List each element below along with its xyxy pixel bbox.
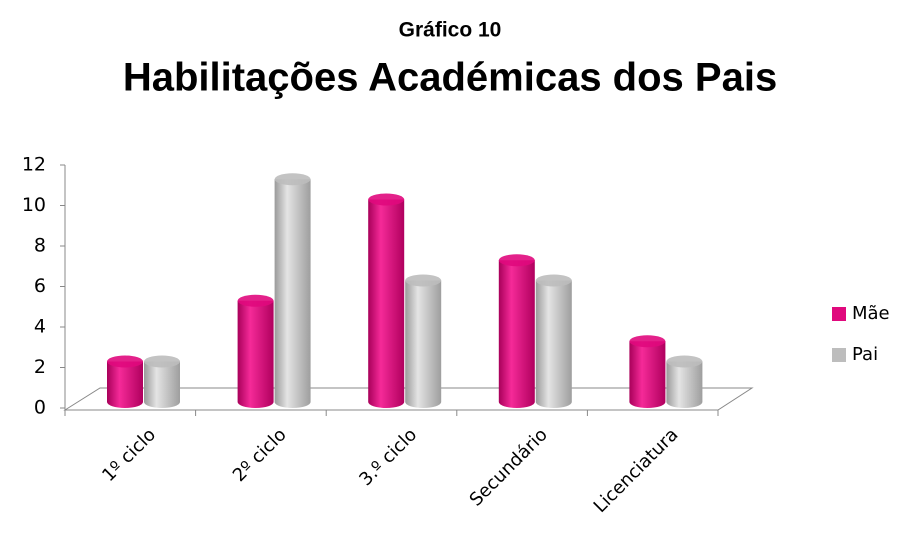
cylinder-body	[368, 199, 405, 408]
cylinder	[144, 355, 180, 408]
y-tick-label: 12	[22, 154, 46, 176]
x-tick-label: 3.º ciclo	[355, 424, 421, 490]
legend-swatch	[832, 348, 846, 362]
x-tick-label: Licenciatura	[590, 424, 683, 517]
cylinder-body	[405, 280, 442, 408]
cylinder-top	[107, 355, 143, 368]
cylinder-top	[368, 193, 405, 206]
y-tick-label: 4	[34, 316, 46, 338]
legend-swatch	[832, 307, 846, 321]
x-tick-label: Secundário	[466, 424, 552, 510]
cylinder	[498, 254, 535, 408]
cylinder-body	[107, 361, 143, 408]
cylinder	[405, 274, 442, 408]
cylinder-body	[629, 341, 666, 408]
cylinder-body	[498, 260, 535, 408]
cylinder-top	[144, 355, 180, 368]
cylinder-body	[535, 280, 572, 408]
cylinder	[237, 294, 274, 408]
x-tick-label: 1º ciclo	[98, 424, 160, 486]
cylinder-body	[144, 361, 180, 408]
legend-label: Mãe	[852, 303, 890, 324]
cylinder-body	[666, 361, 703, 408]
cylinder	[629, 335, 666, 408]
cylinder-body	[237, 300, 274, 408]
chart-title: Gráfico 10	[399, 19, 502, 42]
cylinder-top	[666, 355, 703, 368]
y-tick-label: 2	[34, 356, 46, 378]
cylinder	[107, 355, 143, 408]
cylinder	[368, 193, 405, 408]
cylinder-top	[535, 274, 572, 287]
cylinder	[535, 274, 572, 408]
cylinder-top	[274, 173, 311, 186]
cylinder	[666, 355, 703, 408]
y-tick-label: 0	[34, 397, 46, 419]
cylinder-top	[629, 335, 666, 348]
cylinder-body	[274, 179, 311, 408]
legend-label: Pai	[852, 344, 878, 365]
x-tick-label: 2º ciclo	[229, 424, 291, 486]
y-tick-label: 8	[34, 235, 46, 257]
cylinder	[274, 173, 311, 408]
chart-subtitle: Habilitações Académicas dos Pais	[123, 56, 777, 100]
y-tick-label: 10	[22, 194, 46, 216]
y-tick-label: 6	[34, 275, 46, 297]
cylinder-top	[405, 274, 442, 287]
cylinder-top	[237, 294, 274, 307]
cylinder-top	[498, 254, 535, 267]
